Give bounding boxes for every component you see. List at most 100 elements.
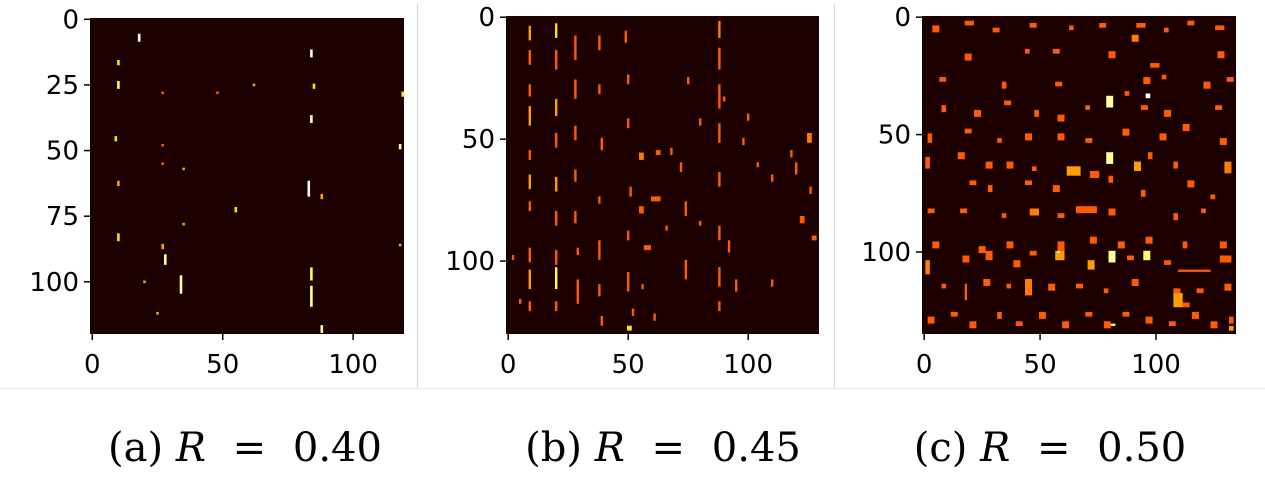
heatmap-cell: [631, 308, 635, 316]
heatmap-cell: [925, 156, 930, 169]
heatmap-cell: [161, 91, 164, 95]
heatmap-cell: [598, 240, 601, 260]
heatmap-cell: [1089, 236, 1097, 244]
heatmap-cell: [983, 279, 991, 286]
heatmap-cell: [1062, 321, 1070, 329]
heatmap-cell: [1219, 241, 1227, 249]
caption-eq: =: [232, 425, 267, 471]
heatmap-cell: [964, 128, 972, 134]
heatmap-cell: [1164, 109, 1172, 117]
heatmap-cell: [641, 284, 644, 290]
heatmap-cell: [1143, 77, 1151, 85]
heatmap-cell: [1159, 133, 1167, 141]
heatmap-cell: [1034, 109, 1039, 117]
caption-prefix: (a): [108, 425, 164, 471]
heatmap-cell: [1087, 260, 1095, 270]
caption-eq: =: [1036, 425, 1071, 471]
bottom-rule: [0, 388, 1265, 389]
heatmap-cell: [1122, 128, 1130, 136]
heatmap-cell: [1173, 293, 1183, 308]
heatmap-cell: [978, 246, 986, 254]
y-tick-label: 0: [894, 3, 911, 33]
heatmap-cell: [320, 193, 324, 200]
heatmap-cell: [985, 250, 993, 261]
heatmap-cell: [964, 53, 972, 61]
heatmap-cell: [528, 84, 531, 97]
x-tick-label: 0: [916, 350, 933, 380]
heatmap-cell: [1140, 105, 1148, 110]
heatmap-cell: [574, 35, 577, 60]
heatmap-cell: [799, 216, 805, 224]
caption-var: R: [980, 425, 1011, 471]
heatmap-cell: [555, 98, 558, 116]
heatmap-cell: [771, 279, 774, 287]
heatmap-cell: [927, 316, 935, 324]
heatmap-cell: [1173, 161, 1178, 169]
heatmap-cell: [987, 185, 993, 193]
heatmap-cell: [574, 211, 577, 224]
heatmap-cell: [1057, 250, 1060, 254]
heatmap-cell: [161, 144, 164, 147]
heatmap-cell: [1145, 236, 1153, 244]
heatmap-cell: [670, 147, 673, 155]
heatmap-cell: [1069, 25, 1074, 31]
heatmap-cell: [1201, 208, 1206, 214]
panel-divider: [417, 4, 418, 388]
heatmap-cell: [117, 60, 120, 66]
heatmap-cell: [723, 96, 726, 102]
heatmap-cell: [555, 267, 558, 290]
heatmap-cell: [653, 313, 656, 321]
heatmap-cell: [1203, 81, 1211, 89]
heatmap-cell: [718, 225, 721, 241]
heatmap-cell: [1085, 105, 1090, 110]
heatmap-cell: [401, 91, 404, 97]
y-tick-label: 50: [46, 137, 79, 167]
heatmap-cell: [1048, 283, 1056, 291]
heatmap-cell: [576, 247, 579, 255]
heatmap-cell: [718, 47, 721, 70]
heatmap-cell: [1168, 321, 1176, 326]
heatmap-cell: [114, 136, 118, 142]
heatmap-cell: [795, 162, 798, 175]
heatmap-cell: [1217, 51, 1225, 59]
heatmap-cell: [1025, 133, 1032, 141]
heatmap-cell: [1117, 241, 1125, 249]
heatmap-cell: [927, 208, 935, 214]
heatmap-cell: [1025, 180, 1032, 186]
heatmap-cell: [964, 20, 974, 26]
heatmap-cell: [555, 301, 558, 312]
heatmap-cell: [1001, 213, 1007, 218]
heatmap-cell: [807, 133, 812, 143]
heatmap-panel-c: 0 50 100 0 50 100: [835, 0, 1265, 390]
heatmap-cell: [718, 267, 721, 287]
heatmap-cell: [161, 162, 164, 165]
heatmap-cell: [1108, 250, 1116, 263]
heatmap-cell: [941, 283, 947, 289]
heatmap-cell: [164, 254, 167, 265]
heatmap-cell: [528, 150, 531, 160]
heatmap-cell: [1108, 51, 1116, 59]
heatmap-cell: [1229, 326, 1234, 331]
heatmap-cell: [598, 35, 601, 51]
heatmap-cell: [161, 243, 164, 250]
heatmap-cell: [528, 50, 531, 65]
heatmap-cell: [679, 162, 683, 173]
heatmap-cell: [627, 272, 630, 292]
heatmap-cell: [1210, 321, 1218, 329]
heatmap-cell: [651, 196, 661, 202]
heatmap-cell: [1085, 138, 1093, 143]
heatmap-cell: [627, 118, 630, 129]
heatmap-cell: [1164, 260, 1172, 265]
heatmap-cell: [718, 84, 721, 109]
caption-prefix: (c): [913, 425, 968, 471]
heatmap-cell: [1013, 260, 1021, 268]
heatmap-cell: [699, 220, 702, 226]
heatmap-cell: [1124, 91, 1130, 96]
heatmap-cell: [1122, 311, 1130, 317]
heatmap-cell: [1187, 20, 1195, 26]
heatmap-cell: [1215, 105, 1223, 110]
heatmap-cell: [1224, 161, 1232, 174]
heatmap-cell: [179, 275, 183, 294]
heatmap-cell: [665, 225, 668, 231]
heatmap-cell: [643, 245, 651, 251]
